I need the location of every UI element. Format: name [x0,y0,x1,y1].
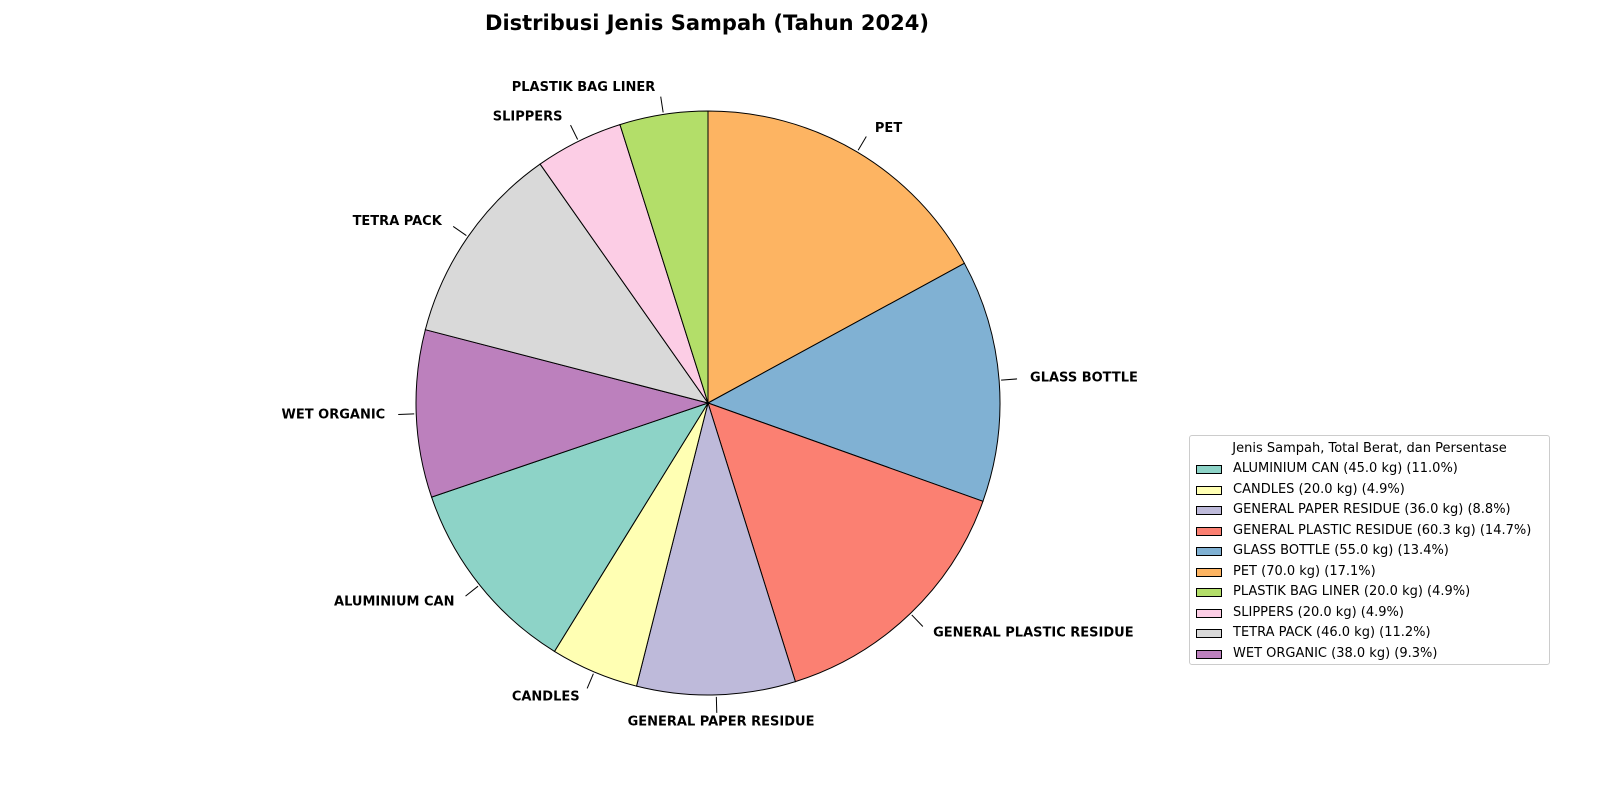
chart-title: Distribusi Jenis Sampah (Tahun 2024) [485,11,929,35]
legend-swatch [1196,649,1222,659]
legend-item: ALUMINIUM CAN (45.0 kg) (11.0%) [1190,459,1549,480]
legend-label: ALUMINIUM CAN (45.0 kg) (11.0%) [1233,461,1458,476]
legend-swatch [1196,608,1222,618]
pie-slice-plastik-bag-liner [619,110,709,404]
leader-line-slippers [570,124,579,140]
pie-slice-aluminium-can [430,402,710,653]
legend-swatch [1196,485,1222,495]
legend-item: TETRA PACK (46.0 kg) (11.2%) [1190,623,1549,644]
slice-label-aluminium-can: ALUMINIUM CAN [334,594,454,609]
legend-label: PET (70.0 kg) (17.1%) [1233,563,1376,579]
legend-item: PET (70.0 kg) (17.1%) [1190,562,1549,583]
slice-label-pet: PET [875,121,902,136]
legend-item: PLASTIK BAG LINER (20.0 kg) (4.9%) [1190,582,1549,603]
legend-item: GENERAL PLASTIC RESIDUE (60.3 kg) (14.7%… [1190,521,1549,542]
leader-line-tetra-pack [452,226,467,236]
legend-label: WET ORGANIC (38.0 kg) (9.3%) [1233,645,1438,661]
legend-item: GLASS BOTTLE (55.0 kg) (13.4%) [1190,541,1549,562]
legend-swatch [1196,567,1222,577]
slice-label-slippers: SLIPPERS [493,110,563,125]
legend-label: GLASS BOTTLE (55.0 kg) (13.4%) [1233,543,1449,558]
legend-label: PLASTIK BAG LINER (20.0 kg) (4.9%) [1233,584,1471,599]
legend-swatch [1196,526,1222,536]
leader-line-plastik-bag-liner [660,96,664,113]
legend: Jenis Sampah, Total Berat, dan Persentas… [1189,435,1550,665]
slice-label-general-paper-residue: GENERAL PAPER RESIDUE [628,714,815,729]
legend-swatch [1196,547,1222,556]
legend-item: CANDLES (20.0 kg) (4.9%) [1190,480,1549,501]
leader-line-wet-organic [398,413,415,416]
leader-line-glass-bottle [1001,378,1018,381]
pie-slice-general-plastic-residue [707,402,984,683]
slice-labels: PET GLASS BOTTLE GENERAL PLASTIC RESIDUE GE… [282,80,1138,729]
slice-label-wet-organic: WET ORGANIC [282,407,386,422]
legend-item: SLIPPERS (20.0 kg) (4.9%) [1190,603,1549,624]
legend-label: GENERAL PAPER RESIDUE (36.0 kg) (8.8%) [1233,502,1511,517]
leader-line-candles [586,673,594,689]
label-leader-lines [398,96,1018,713]
slice-label-tetra-pack: TETRA PACK [353,214,443,229]
legend-swatch [1196,629,1222,638]
slice-label-plastik-bag-liner: PLASTIK BAG LINER [512,80,656,95]
leader-line-pet [857,136,867,151]
leader-line-general-plastic-residue [911,614,924,627]
slice-label-general-plastic-residue: GENERAL PLASTIC RESIDUE [933,625,1134,640]
pie-slice-glass-bottle [706,262,1001,502]
slice-label-glass-bottle: GLASS BOTTLE [1030,371,1138,386]
legend-label: GENERAL PLASTIC RESIDUE (60.3 kg) (14.7%… [1233,522,1532,538]
legend-label: CANDLES (20.0 kg) (4.9%) [1233,481,1405,497]
legend-title: Jenis Sampah, Total Berat, dan Persentas… [1232,441,1507,456]
legend-label: SLIPPERS (20.0 kg) (4.9%) [1233,604,1404,620]
legend-swatch [1196,465,1222,474]
pie-slice-tetra-pack [424,163,710,404]
legend-label: TETRA PACK (46.0 kg) (11.2%) [1233,625,1431,640]
legend-swatch [1196,506,1222,515]
pie-slice-pet [707,110,966,404]
pie-slices [415,110,1001,696]
slice-label-candles: CANDLES [512,689,580,704]
legend-swatch [1196,588,1222,597]
leader-line-aluminium-can [465,585,479,597]
pie-slice-wet-organic [415,329,710,498]
legend-items: ALUMINIUM CAN (45.0 kg) (11.0%) CANDLES (… [1190,459,1549,664]
pie-slice-general-paper-residue [635,401,797,696]
legend-item: WET ORGANIC (38.0 kg) (9.3%) [1190,644,1549,665]
legend-item: GENERAL PAPER RESIDUE (36.0 kg) (8.8%) [1190,500,1549,521]
